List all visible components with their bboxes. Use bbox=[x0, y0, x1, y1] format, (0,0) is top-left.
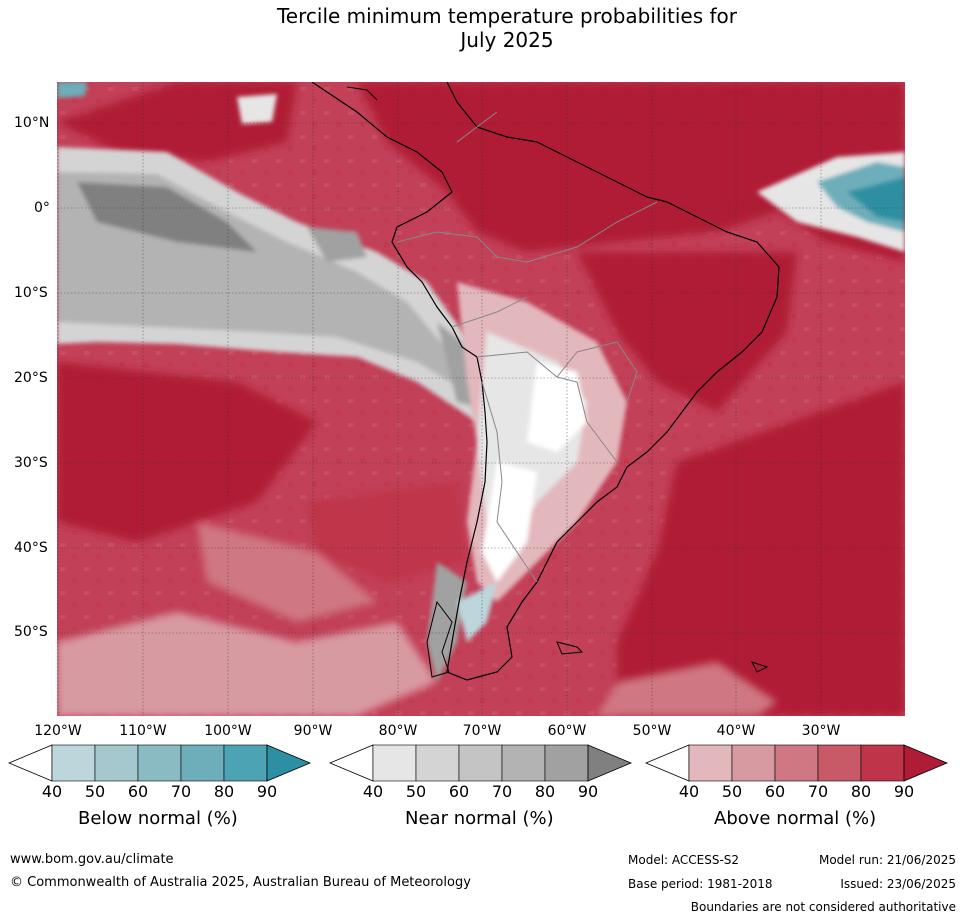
lat-label-10n: 10°N bbox=[14, 115, 50, 131]
lat-label-50s: 50°S bbox=[14, 624, 48, 640]
lon-label-90w: 90°W bbox=[293, 723, 333, 739]
lon-label-110w: 110°W bbox=[119, 723, 167, 739]
lon-label-50w: 50°W bbox=[632, 723, 672, 739]
colorbar-cell bbox=[774, 744, 819, 782]
lon-label-120w: 120°W bbox=[34, 723, 82, 739]
lon-label-40w: 40°W bbox=[716, 723, 756, 739]
colorbar-extend-high bbox=[266, 744, 312, 782]
colorbar-tick-label: 60 bbox=[448, 782, 470, 801]
colorbar-cell bbox=[688, 744, 733, 782]
colorbar-tick-label: 50 bbox=[405, 782, 427, 801]
footer-model-run: Model run: 21/06/2025 bbox=[818, 853, 956, 867]
colorbar-cell bbox=[372, 744, 417, 782]
footer-issued: Issued: 23/06/2025 bbox=[840, 877, 956, 891]
lon-label-80w: 80°W bbox=[378, 723, 418, 739]
colorbar-cell bbox=[458, 744, 503, 782]
colorbar-cell bbox=[544, 744, 589, 782]
probability-map bbox=[57, 82, 905, 716]
colorbar-label-above: Above normal (%) bbox=[714, 808, 877, 829]
below-normal-region bbox=[57, 82, 905, 252]
lat-label-40s: 40°S bbox=[14, 540, 48, 556]
south-america-coastline bbox=[311, 82, 780, 681]
footer-model: Model: ACCESS-S2 bbox=[628, 853, 740, 867]
lat-label-10s: 10°S bbox=[14, 285, 48, 301]
colorbar-tick-label: 70 bbox=[170, 782, 192, 801]
colorbar-cell bbox=[137, 744, 182, 782]
colorbar-tick-label: 40 bbox=[362, 782, 384, 801]
colorbar-label-below: Below normal (%) bbox=[78, 808, 238, 829]
colorbar-tick-label: 50 bbox=[84, 782, 106, 801]
colorbar-tick-label: 90 bbox=[893, 782, 915, 801]
colorbar-extend-low bbox=[645, 744, 690, 782]
colorbar-tick-label: 70 bbox=[807, 782, 829, 801]
colorbar-tick-label: 70 bbox=[491, 782, 513, 801]
colorbar-cell bbox=[817, 744, 862, 782]
lat-label-20s: 20°S bbox=[14, 370, 48, 386]
colorbar-cell bbox=[731, 744, 776, 782]
colorbar-tick-label: 60 bbox=[127, 782, 149, 801]
colorbar-extend-low bbox=[8, 744, 53, 782]
colorbar-cell bbox=[51, 744, 96, 782]
lon-label-100w: 100°W bbox=[204, 723, 252, 739]
graticule bbox=[57, 82, 905, 716]
colorbar-below-normal bbox=[8, 744, 312, 782]
colorbar-tick-label: 80 bbox=[534, 782, 556, 801]
colorbar-tick-label: 80 bbox=[850, 782, 872, 801]
above-normal-low bbox=[57, 522, 777, 716]
colorbar-tick-label: 40 bbox=[678, 782, 700, 801]
colorbar-above-normal bbox=[645, 744, 949, 782]
colorbar-tick-label: 80 bbox=[213, 782, 235, 801]
above-normal-high bbox=[57, 82, 905, 716]
colorbar-cell bbox=[501, 744, 546, 782]
lon-label-30w: 30°W bbox=[801, 723, 841, 739]
colorbar-extend-low bbox=[329, 744, 374, 782]
colorbar-extend-high bbox=[587, 744, 633, 782]
interior-low-probability bbox=[427, 282, 627, 682]
colorbar-cell bbox=[180, 744, 225, 782]
footer-website[interactable]: www.bom.gov.au/climate bbox=[10, 852, 174, 867]
lon-label-70w: 70°W bbox=[462, 723, 502, 739]
title-line-2: July 2025 bbox=[460, 28, 554, 52]
colorbar-cell bbox=[223, 744, 268, 782]
colorbar-cell bbox=[415, 744, 460, 782]
colorbar-tick-label: 90 bbox=[256, 782, 278, 801]
colorbar-near-normal bbox=[329, 744, 633, 782]
colorbar-cell bbox=[94, 744, 139, 782]
footer-copyright: © Commonwealth of Australia 2025, Austra… bbox=[10, 875, 471, 890]
colorbar-tick-label: 90 bbox=[577, 782, 599, 801]
colorbar-tick-label: 40 bbox=[41, 782, 63, 801]
lat-label-30s: 30°S bbox=[14, 455, 48, 471]
footer-base-period: Base period: 1981-2018 bbox=[628, 877, 773, 891]
country-borders bbox=[396, 111, 658, 583]
lat-label-0: 0° bbox=[34, 200, 50, 216]
map-title: Tercile minimum temperature probabilitie… bbox=[0, 4, 965, 52]
islands bbox=[346, 86, 769, 678]
colorbar-label-near: Near normal (%) bbox=[405, 808, 554, 829]
colorbar-extend-high bbox=[903, 744, 949, 782]
lon-label-60w: 60°W bbox=[547, 723, 587, 739]
colorbar-tick-label: 60 bbox=[764, 782, 786, 801]
title-line-1: Tercile minimum temperature probabilitie… bbox=[276, 4, 738, 28]
colorbar-tick-label: 50 bbox=[721, 782, 743, 801]
colorbar-cell bbox=[860, 744, 905, 782]
footer-disclaimer: Boundaries are not considered authoritat… bbox=[690, 900, 956, 914]
